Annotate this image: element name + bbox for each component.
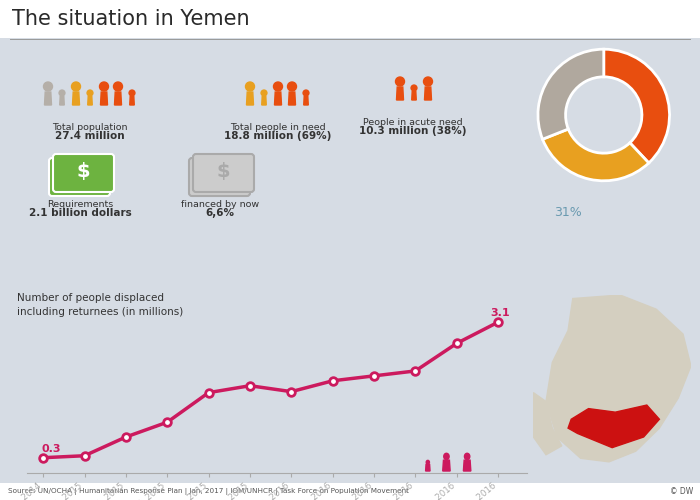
Circle shape bbox=[303, 90, 309, 96]
Circle shape bbox=[71, 82, 80, 91]
Polygon shape bbox=[442, 460, 450, 471]
FancyBboxPatch shape bbox=[49, 158, 110, 196]
Text: 10.3 million (38%): 10.3 million (38%) bbox=[359, 126, 467, 136]
Polygon shape bbox=[412, 92, 416, 100]
Polygon shape bbox=[246, 92, 253, 105]
Polygon shape bbox=[101, 92, 108, 105]
Text: $: $ bbox=[216, 162, 230, 182]
Text: People in acute need: People in acute need bbox=[363, 118, 463, 127]
FancyBboxPatch shape bbox=[189, 158, 250, 196]
Text: Total population: Total population bbox=[52, 123, 127, 132]
Text: 3.1: 3.1 bbox=[491, 308, 510, 318]
Circle shape bbox=[113, 82, 122, 91]
Text: 2.1 billion dollars: 2.1 billion dollars bbox=[29, 208, 132, 218]
Circle shape bbox=[87, 90, 93, 96]
Wedge shape bbox=[603, 49, 669, 163]
FancyBboxPatch shape bbox=[193, 154, 254, 192]
Circle shape bbox=[288, 82, 297, 91]
Circle shape bbox=[99, 82, 108, 91]
Circle shape bbox=[246, 82, 255, 91]
Circle shape bbox=[464, 454, 470, 460]
Polygon shape bbox=[288, 92, 295, 105]
Bar bbox=[0, 483, 700, 500]
Circle shape bbox=[424, 77, 433, 86]
Polygon shape bbox=[130, 96, 134, 105]
Polygon shape bbox=[262, 96, 266, 105]
Polygon shape bbox=[274, 92, 281, 105]
Bar bbox=[0, 0, 700, 38]
Polygon shape bbox=[115, 92, 122, 105]
Circle shape bbox=[444, 454, 449, 460]
Wedge shape bbox=[538, 49, 604, 139]
Polygon shape bbox=[304, 96, 308, 105]
Circle shape bbox=[274, 82, 283, 91]
Circle shape bbox=[411, 85, 417, 91]
Polygon shape bbox=[60, 96, 64, 105]
Polygon shape bbox=[73, 92, 80, 105]
Circle shape bbox=[426, 460, 429, 464]
Wedge shape bbox=[542, 129, 649, 181]
Text: 18.8 million (69%): 18.8 million (69%) bbox=[224, 131, 332, 141]
Polygon shape bbox=[45, 92, 52, 105]
Text: financed by now: financed by now bbox=[181, 200, 259, 209]
Text: Total people in need: Total people in need bbox=[230, 123, 326, 132]
Text: 0.3: 0.3 bbox=[41, 444, 61, 454]
Circle shape bbox=[395, 77, 405, 86]
Polygon shape bbox=[424, 87, 431, 100]
Text: Requirements: Requirements bbox=[47, 200, 113, 209]
Circle shape bbox=[59, 90, 65, 96]
Text: Number of people displaced
including returnees (in millions): Number of people displaced including ret… bbox=[17, 293, 183, 317]
Text: The situation in Yemen: The situation in Yemen bbox=[12, 9, 250, 29]
Circle shape bbox=[129, 90, 135, 96]
Text: © DW: © DW bbox=[670, 487, 693, 496]
Polygon shape bbox=[533, 392, 561, 455]
Polygon shape bbox=[88, 96, 92, 105]
Text: Source: UN/OCHA | Humanitarian Response Plan | Jan, 2017 | IOM/UNHCR | Task Forc: Source: UN/OCHA | Humanitarian Response … bbox=[8, 488, 409, 495]
Circle shape bbox=[261, 90, 267, 96]
Text: $: $ bbox=[76, 162, 90, 182]
Text: 6,6%: 6,6% bbox=[206, 208, 234, 218]
Polygon shape bbox=[396, 87, 403, 100]
FancyBboxPatch shape bbox=[53, 154, 114, 192]
Polygon shape bbox=[426, 464, 430, 471]
Text: 27.4 million: 27.4 million bbox=[55, 131, 125, 141]
Text: 31%: 31% bbox=[554, 206, 582, 220]
Polygon shape bbox=[568, 405, 659, 448]
Polygon shape bbox=[546, 295, 691, 462]
Circle shape bbox=[43, 82, 52, 91]
Polygon shape bbox=[463, 460, 471, 471]
